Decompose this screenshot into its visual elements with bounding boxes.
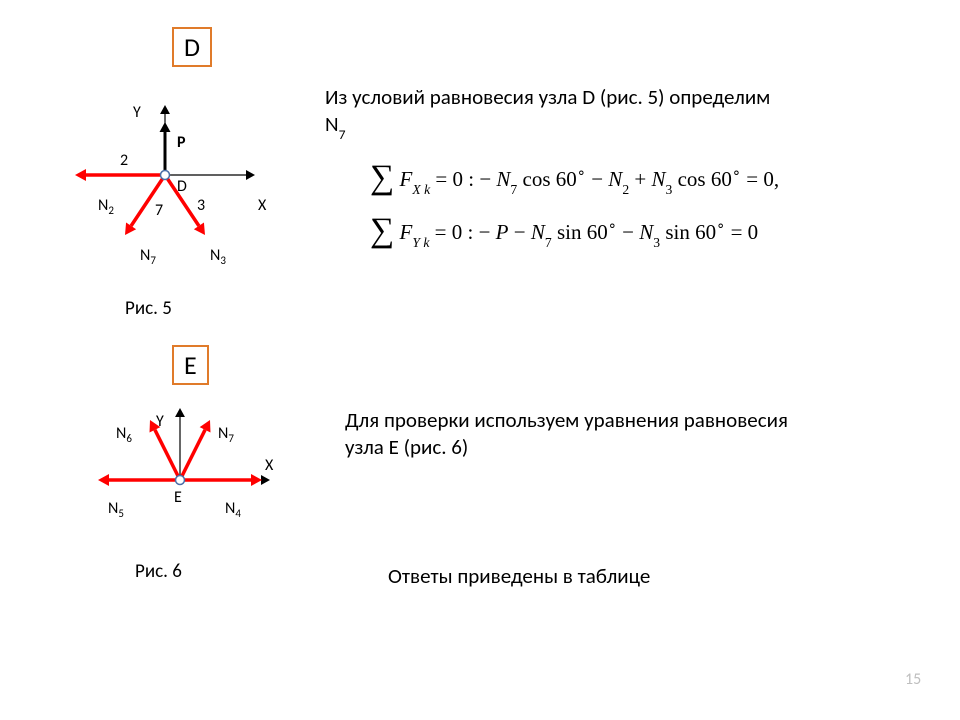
svg-text:7: 7: [155, 201, 163, 220]
svg-text:N7: N7: [140, 246, 156, 267]
intro-d-line2: N7: [325, 111, 345, 137]
section-label-d: D: [172, 27, 212, 67]
svg-text:P: P: [177, 133, 186, 152]
eq2-body: − P − N7 sin 60∘ − N3 sin 60∘ = 0: [479, 220, 759, 244]
eq1-body: − N7 cos 60∘ − N2 + N3 cos 60∘ = 0,: [479, 167, 779, 191]
svg-text:E: E: [174, 488, 182, 507]
section-label-e: E: [172, 345, 209, 385]
equation-fx: ∑ FX k = 0 : − N7 cos 60∘ − N2 + N3 cos …: [370, 162, 779, 200]
caption-fig5: Рис. 5: [125, 297, 172, 320]
intro-text-e: Для проверки используем уравнения равнов…: [345, 407, 925, 462]
svg-text:N6: N6: [116, 424, 132, 445]
sigma-icon: ∑: [370, 212, 394, 250]
svg-text:Y: Y: [133, 103, 141, 122]
svg-text:N5: N5: [108, 499, 124, 520]
svg-text:N2: N2: [98, 196, 114, 217]
svg-text:2: 2: [120, 151, 128, 170]
svg-text:N4: N4: [225, 499, 241, 520]
diagram-e: XYN6N7N5N4E: [60, 400, 300, 550]
svg-text:N3: N3: [210, 246, 226, 267]
page-number: 15: [905, 670, 921, 689]
sigma-icon: ∑: [370, 159, 394, 197]
svg-text:D: D: [177, 177, 187, 196]
conclusion-text: Ответы приведены в таблице: [388, 563, 650, 590]
svg-text:3: 3: [197, 196, 205, 215]
equation-fy: ∑ FY k = 0 : − P − N7 sin 60∘ − N3 sin 6…: [370, 215, 758, 253]
intro-text-d: Из условий равновесия узла D (рис. 5) оп…: [325, 84, 925, 141]
svg-text:X: X: [265, 456, 274, 475]
diagram-d: X Y P N2 2 N7 7 N3 3D: [60, 100, 300, 280]
svg-text:X: X: [258, 196, 267, 215]
intro-e-line2: узла E (рис. 6): [345, 434, 468, 460]
intro-d-line1: Из условий равновесия узла D (рис. 5) оп…: [325, 84, 770, 110]
svg-text:N7: N7: [218, 424, 234, 445]
intro-e-line1: Для проверки используем уравнения равнов…: [345, 407, 788, 433]
caption-fig6: Рис. 6: [135, 560, 182, 583]
